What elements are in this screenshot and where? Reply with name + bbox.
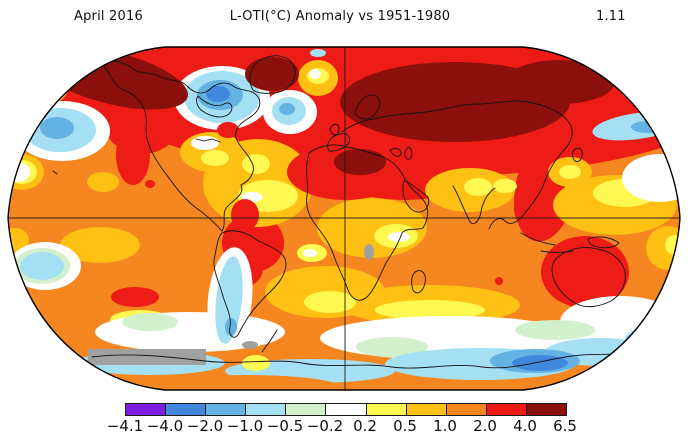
coast-caspian [404, 146, 413, 160]
coast-antarctica [91, 351, 649, 369]
colorbar-tick-label: −0.2 [306, 417, 344, 435]
coast-antarctic-peninsula [261, 329, 278, 353]
colorbar-segment-mid_blue [206, 404, 247, 415]
coast-north-america [97, 59, 261, 232]
coast-india [452, 185, 496, 225]
coast-new-guinea [587, 236, 620, 249]
coast-iberia [327, 133, 351, 152]
coast-hudson-bay [196, 95, 233, 118]
coast-indonesia [520, 232, 574, 253]
colorbar-segment-dark_red [526, 404, 567, 415]
coast-greenland [249, 55, 296, 94]
graticule [8, 47, 680, 390]
colorbar-segment-orange [446, 404, 487, 415]
coastlines [52, 55, 659, 369]
colorbar-segment-amber [406, 404, 447, 415]
colorbar-tick-label: −4.1 [106, 417, 144, 435]
missing-data [88, 244, 663, 365]
colorbar-tick-label: −2.0 [186, 417, 224, 435]
colorbar-tick-label: 0.2 [353, 417, 377, 435]
colorbar-tick-label: −0.5 [266, 417, 304, 435]
coast-australia [551, 247, 626, 308]
coast-britain [329, 123, 340, 136]
coast-south-america [213, 230, 287, 338]
coast-eurasia [341, 100, 573, 230]
mean-anomaly-value: 1.11 [596, 9, 626, 24]
colorbar-segment-yellow [366, 404, 407, 415]
coast-africa [305, 144, 429, 301]
coast-hawaii [52, 170, 58, 175]
colorbar-ticks: −4.1 −4.0 −2.0 −1.0 −0.5 −0.2 0.2 0.5 1.0 2.0 4.0 6… [0, 417, 688, 437]
colorbar-segment-blue [166, 404, 207, 415]
coast-madagascar [411, 270, 426, 294]
map-outline [7, 46, 681, 391]
colorbar-segment-pale_blue [246, 404, 287, 415]
antarctic-detail [150, 355, 340, 390]
extreme-warm-regions [36, 47, 615, 175]
colorbar-tick-label: 6.5 [553, 417, 577, 435]
anomaly-colorbar [125, 403, 567, 416]
colorbar-tick-label: 4.0 [513, 417, 537, 435]
plot-title: L-OTI(°C) Anomaly vs 1951-1980 [229, 9, 451, 24]
coast-black-sea [389, 148, 402, 157]
colorbar-segment-white [326, 404, 367, 415]
colorbar-tick-label: −4.0 [146, 417, 184, 435]
colorbar-tick-label: 2.0 [473, 417, 497, 435]
period-label: April 2016 [74, 9, 143, 24]
coast-japan [572, 147, 583, 162]
colorbar-segment-red [486, 404, 527, 415]
colorbar-tick-label: 1.0 [433, 417, 457, 435]
coast-arabia [402, 179, 430, 213]
colorbar-segment-pale_green [286, 404, 327, 415]
coast-great-lakes [195, 138, 221, 143]
colorbar-tick-label: 0.5 [393, 417, 417, 435]
colorbar-tick-label: −1.0 [226, 417, 264, 435]
colorbar-segment-purple [126, 404, 167, 415]
coast-scandinavia [354, 94, 380, 120]
